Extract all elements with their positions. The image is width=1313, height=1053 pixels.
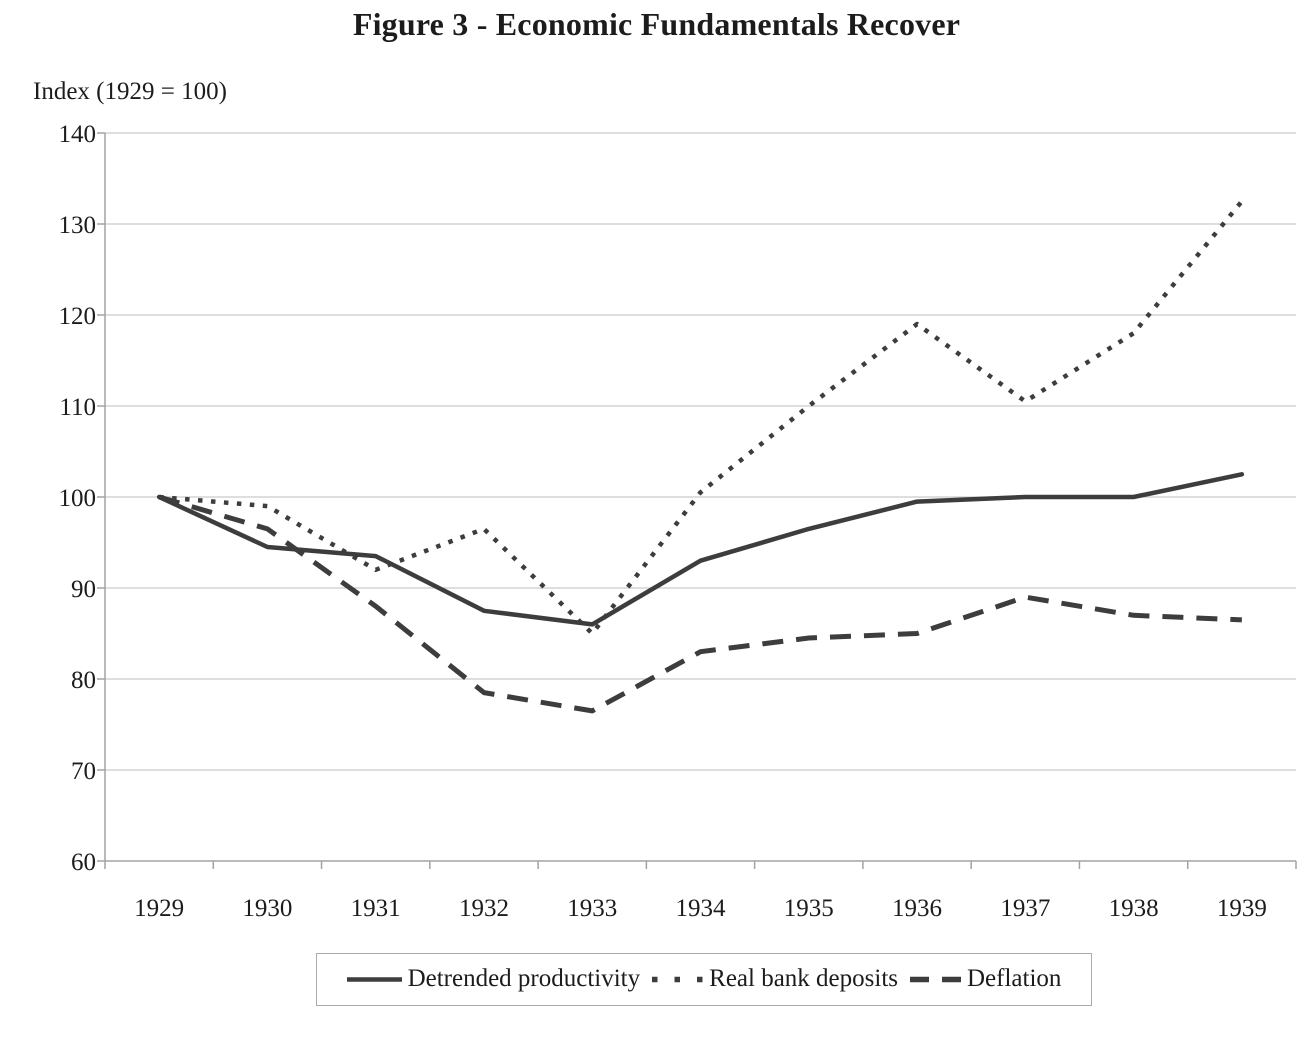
legend-item-detrended-productivity: Detrended productivity — [346, 964, 641, 994]
x-tick-label: 1933 — [567, 895, 617, 922]
y-tick-label: 130 — [59, 212, 97, 239]
legend-sample-dashed-line — [910, 976, 961, 983]
x-tick-label: 1930 — [242, 895, 292, 922]
legend-item-deflation: Deflation — [910, 966, 1061, 994]
x-tick-label: 1934 — [676, 895, 727, 922]
x-tick-label: 1939 — [1217, 895, 1267, 922]
page-title: Figure 3 - Economic Fundamentals Recover — [352, 6, 961, 42]
legend-item-real-bank-deposits: Real bank deposits — [652, 966, 898, 994]
legend-item-label: Real bank deposits — [709, 964, 898, 992]
x-tick-label: 1929 — [134, 895, 184, 922]
legend-item-label: Deflation — [967, 964, 1062, 992]
y-tick-label: 60 — [71, 849, 96, 876]
series-line-real-bank-deposits — [158, 199, 1244, 636]
x-tick-label: 1932 — [459, 895, 509, 922]
x-tick-label: 1931 — [351, 895, 401, 922]
chart-legend: Detrended productivity Real bank deposits… — [316, 953, 1092, 1006]
x-tick-label: 1938 — [1109, 895, 1159, 922]
y-tick-label: 80 — [71, 667, 96, 694]
series-line-detrended-productivity — [156, 472, 1245, 627]
y-tick-label: 110 — [59, 394, 96, 421]
y-axis-unit-label: Index (1929 = 100) — [33, 78, 227, 105]
series-line-deflation — [158, 494, 1242, 714]
legend-sample-dotted-line — [652, 976, 704, 983]
x-tick-label: 1937 — [1000, 895, 1050, 922]
y-tick-label: 120 — [59, 303, 97, 330]
y-tick-label: 100 — [59, 485, 97, 512]
legend-item-label: Detrended productivity — [407, 964, 641, 992]
x-tick-label: 1935 — [784, 895, 834, 922]
legend-sample-solid-line — [346, 977, 402, 982]
y-tick-label: 70 — [71, 758, 96, 785]
y-tick-label: 140 — [59, 121, 97, 148]
y-tick-label: 90 — [71, 576, 96, 603]
x-tick-label: 1936 — [892, 895, 942, 922]
